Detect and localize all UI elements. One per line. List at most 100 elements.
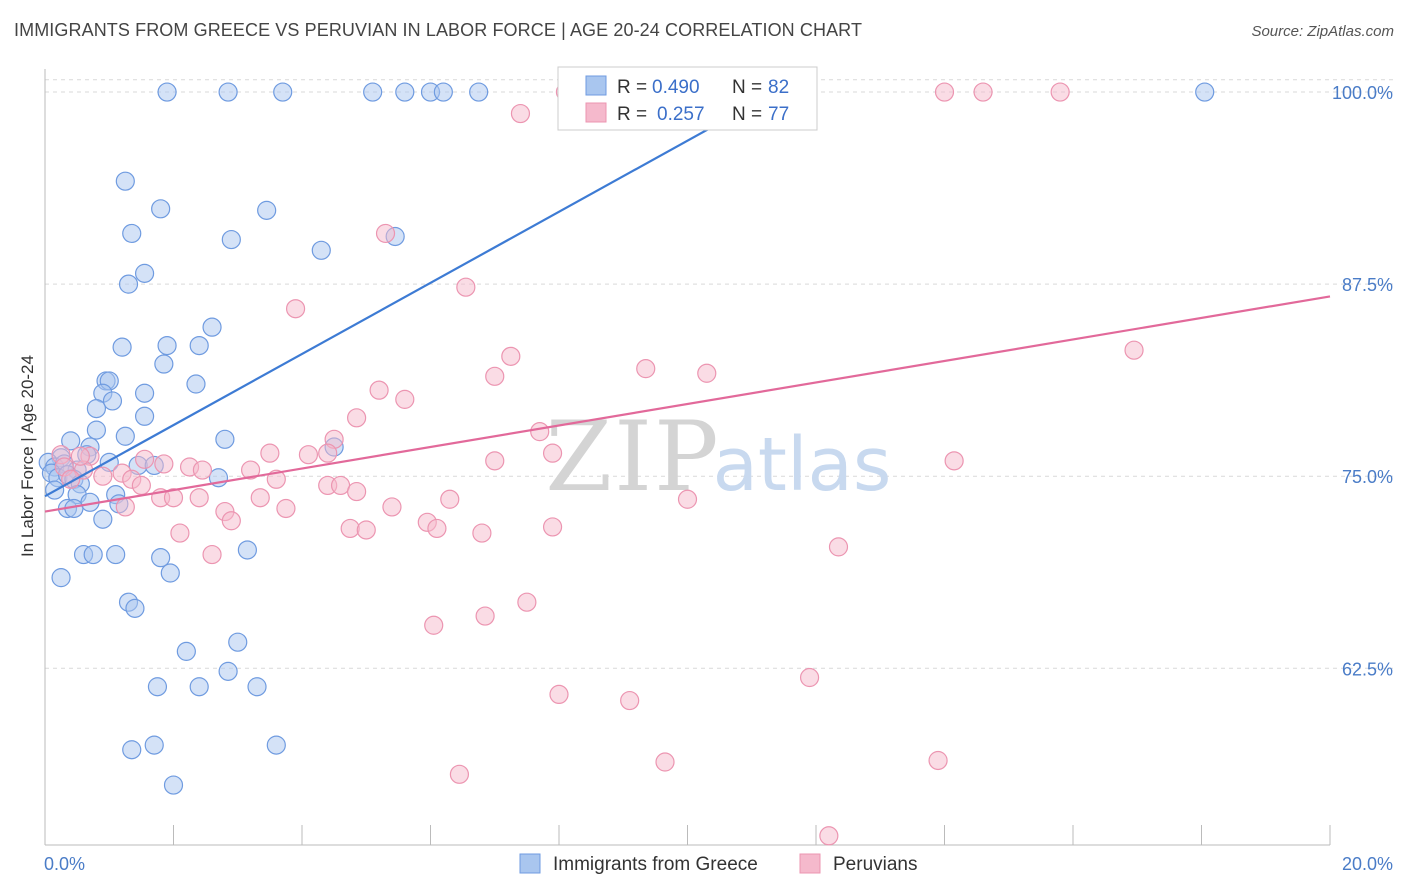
greece-point-76 (122, 740, 142, 760)
greece-trend-line (44, 75, 804, 498)
greece-point-71 (218, 661, 238, 681)
peruvians-point-37 (266, 469, 286, 489)
peruvians-point-7 (1050, 82, 1070, 102)
peruvians-point-13 (501, 346, 521, 366)
greece-point-60 (237, 540, 257, 560)
grid-lines (45, 79, 1395, 669)
peruvians-point-35 (93, 466, 113, 486)
greece-point-18 (202, 317, 222, 337)
y-tick-label-2: 87.5% (1342, 275, 1393, 295)
bottom-legend: Immigrants from Greece Peruvians (519, 853, 918, 875)
legend-n-value-greece: 82 (768, 77, 789, 98)
greece-point-72 (147, 677, 168, 697)
y-tick-label-3: 100.0% (1332, 83, 1393, 103)
peruvians-point-44 (189, 488, 209, 508)
peruvians-point-9 (375, 223, 396, 244)
legend-r-value-greece: 0.490 (652, 77, 700, 98)
greece-point-75 (144, 735, 164, 755)
legend-n-value-peruvians: 77 (768, 104, 789, 125)
peruvians-point-18 (395, 389, 415, 409)
peruvians-point-52 (221, 511, 241, 531)
peruvians-point-47 (677, 489, 698, 509)
peruvians-point-22 (260, 443, 280, 463)
peruvians-point-5 (934, 82, 955, 102)
greece-point-22 (154, 354, 174, 374)
peruvians-point-10 (456, 277, 476, 297)
greece-point-7 (469, 82, 489, 102)
greece-point-28 (102, 391, 123, 411)
peruvians-point-15 (697, 363, 717, 383)
peruvians-point-67 (620, 690, 640, 711)
greece-point-14 (311, 240, 331, 260)
bottom-legend-label-greece: Immigrants from Greece (553, 854, 758, 875)
peruvians-point-6 (973, 82, 993, 102)
peruvians-point-59 (170, 523, 190, 543)
x-tick-label-0: 0.0% (44, 854, 85, 874)
bottom-legend-swatch-greece (519, 853, 541, 874)
greece-point-17 (118, 274, 139, 294)
peruvians-point-57 (542, 517, 563, 537)
y-tick-label-0: 62.5% (1342, 659, 1393, 679)
peruvians-point-66 (549, 684, 569, 705)
peruvians-point-69 (928, 750, 948, 771)
greece-point-12 (122, 223, 142, 244)
peruvians-point-12 (1124, 340, 1144, 360)
peruvians-point-71 (819, 826, 839, 846)
trend-lines (44, 75, 1331, 513)
legend-n-label-peruvians: N = (732, 104, 762, 125)
greece-point-1 (218, 82, 238, 102)
peruvians-point-60 (828, 537, 849, 557)
peruvians-point-65 (799, 667, 820, 688)
peruvians-point-26 (485, 451, 505, 471)
greece-point-11 (257, 200, 277, 220)
bottom-legend-label-peruvians: Peruvians (833, 854, 918, 875)
peruvians-point-49 (382, 497, 402, 517)
greece-point-68 (125, 598, 145, 618)
peruvians-point-45 (250, 488, 270, 508)
watermark-atlas: atlas (713, 422, 892, 508)
greece-point-29 (86, 398, 107, 419)
peruvians-point-54 (340, 518, 360, 539)
legend-swatch-peruvians (585, 102, 607, 123)
greece-point-19 (112, 337, 132, 357)
peruvians-point-33 (241, 460, 261, 480)
greece-point-9 (115, 171, 135, 191)
peruvians-point-73 (134, 449, 155, 469)
peruvians-point-23 (298, 445, 319, 465)
greece-point-62 (83, 544, 103, 565)
greece-point-77 (266, 735, 286, 755)
peruvians-point-43 (163, 488, 184, 508)
peruvians-point-17 (369, 380, 389, 400)
peruvians-point-24 (318, 443, 338, 463)
peruvians-point-64 (424, 615, 444, 635)
peruvians-point-30 (154, 454, 174, 474)
greece-point-6 (433, 82, 453, 102)
peruvians-point-38 (131, 475, 151, 496)
greece-point-33 (215, 429, 235, 449)
peruvians-point-32 (192, 460, 213, 480)
peruvians-point-19 (347, 408, 367, 428)
watermark: ZIP atlas (545, 401, 891, 513)
peruvians-point-56 (427, 518, 447, 539)
y-axis-title: In Labor Force | Age 20-24 (18, 355, 37, 557)
y-tick-label-1: 75.0% (1342, 467, 1393, 487)
peruvians-trend-line (44, 295, 1331, 513)
peruvians-point-70 (449, 764, 470, 784)
greece-point-0 (157, 82, 177, 102)
greece-point-65 (160, 563, 180, 583)
greece-point-2 (273, 82, 293, 102)
greece-point-21 (189, 335, 209, 356)
legend-r-label-greece: R = (617, 77, 647, 98)
x-tick-label-1: 20.0% (1342, 854, 1393, 874)
greece-point-69 (228, 632, 248, 652)
peruvians-point-40 (330, 475, 351, 496)
chart-title: IMMIGRANTS FROM GREECE VS PERUVIAN IN LA… (14, 20, 863, 40)
legend-r-value-peruvians: 0.257 (657, 104, 705, 125)
greece-point-3 (363, 82, 383, 102)
greece-point-4 (395, 82, 415, 102)
peruvians-point-55 (356, 520, 376, 540)
greece-point-16 (134, 263, 155, 283)
peruvians-point-25 (542, 443, 563, 463)
peruvians-point-27 (944, 451, 964, 471)
